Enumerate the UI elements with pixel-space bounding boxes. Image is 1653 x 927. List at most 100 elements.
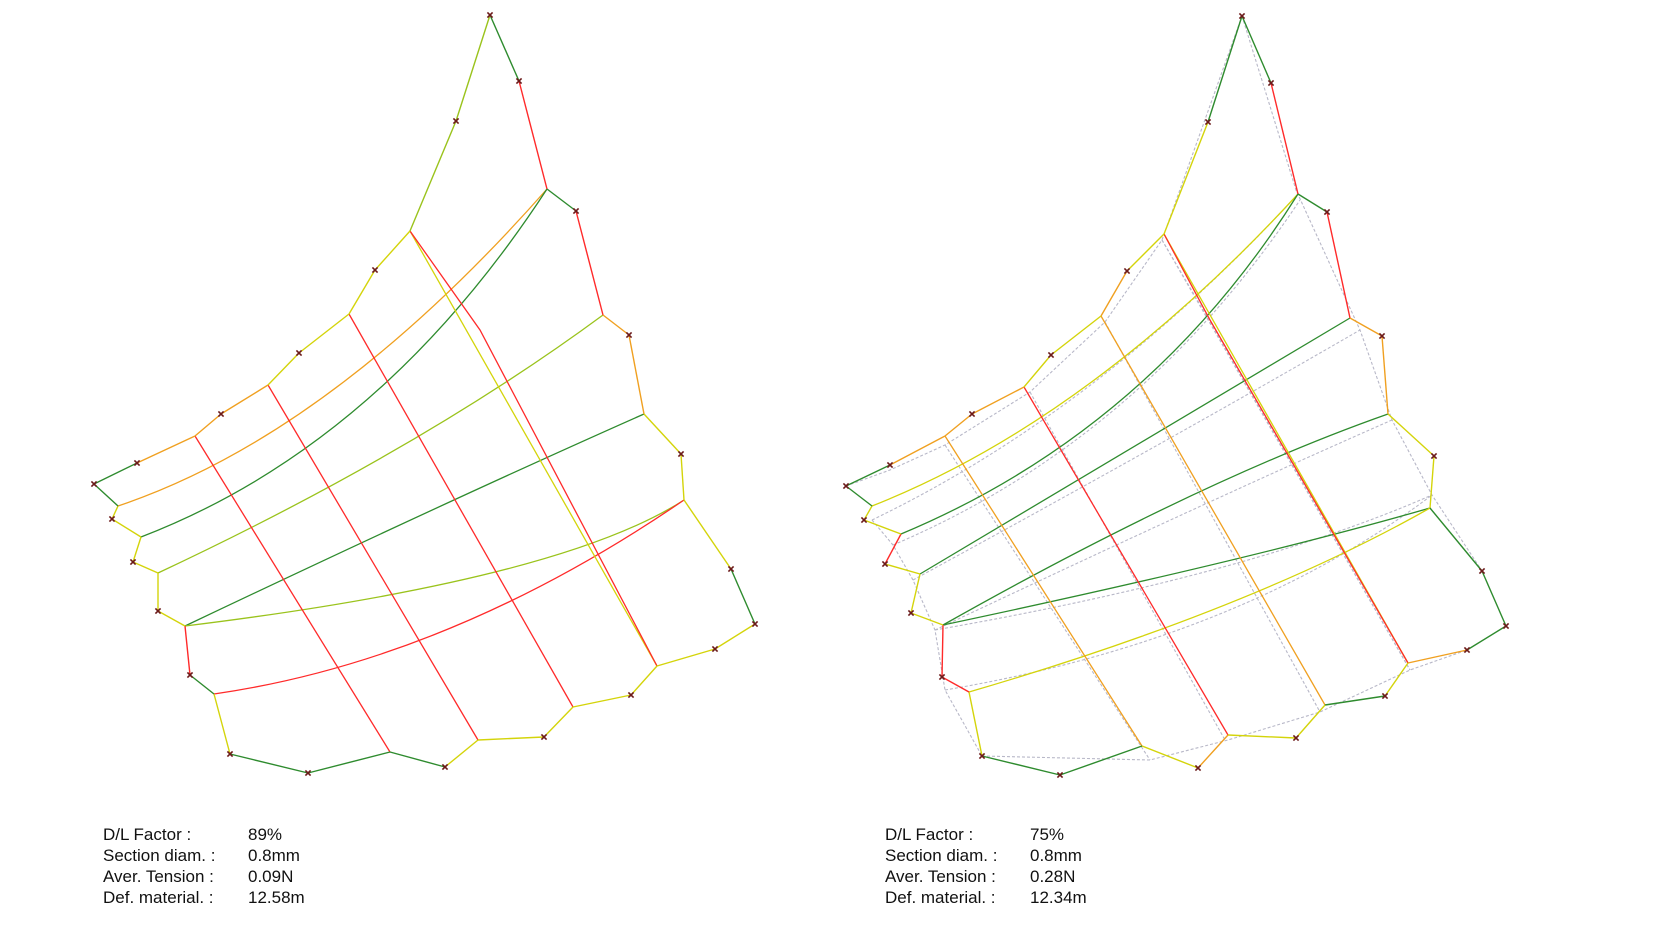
anchor-point-marker xyxy=(1463,646,1471,654)
boundary-cable xyxy=(213,693,231,755)
anchor-point-marker xyxy=(938,673,946,681)
stat-label: Def. material. : xyxy=(103,888,214,907)
boundary-cable xyxy=(1241,15,1272,84)
boundary-cable xyxy=(910,612,944,626)
interior-cable xyxy=(409,230,658,667)
interior-cable xyxy=(919,317,1351,575)
boundary-cable xyxy=(683,499,732,570)
stat-value: 12.58m xyxy=(248,888,305,907)
anchor-point-marker xyxy=(572,207,580,215)
boundary-cable xyxy=(1407,649,1468,664)
anchor-point-marker xyxy=(515,77,523,85)
boundary-cable xyxy=(845,464,891,487)
anchor-point-marker xyxy=(486,11,494,19)
stat-label: D/L Factor : xyxy=(103,825,192,844)
interior-cable xyxy=(267,384,479,741)
boundary-cable xyxy=(1295,704,1326,739)
anchor-point-marker xyxy=(842,482,850,490)
boundary-cable xyxy=(643,413,682,455)
boundary-cable xyxy=(628,334,645,415)
reference-mesh-line xyxy=(1029,391,1226,741)
boundary-cable xyxy=(518,80,548,190)
stats-left: D/L Factor : 89% Section diam. : 0.8mm A… xyxy=(103,824,305,908)
left-panel xyxy=(90,11,759,777)
anchor-point-marker xyxy=(1194,764,1202,772)
stat-value: 0.09N xyxy=(248,867,294,886)
anchor-point-marker xyxy=(217,410,225,418)
boundary-cable xyxy=(93,483,119,507)
boundary-cable xyxy=(455,14,491,122)
interior-cable xyxy=(942,413,1389,626)
boundary-cable xyxy=(602,314,630,336)
boundary-cable xyxy=(1324,695,1386,706)
interior-cable xyxy=(1163,233,1409,664)
anchor-point-marker xyxy=(154,607,162,615)
boundary-cable xyxy=(93,462,138,485)
stat-row-aver-tension: Aver. Tension : 0.28N xyxy=(885,866,1087,887)
boundary-cable xyxy=(267,352,300,386)
anchor-point-marker xyxy=(1047,351,1055,359)
boundary-cable xyxy=(189,674,215,695)
boundary-cable xyxy=(1126,233,1165,272)
stat-row-aver-tension: Aver. Tension : 0.09N xyxy=(103,866,305,887)
boundary-cable xyxy=(845,485,873,507)
boundary-cable xyxy=(1141,745,1199,769)
boundary-cable xyxy=(1023,354,1052,388)
anchor-point-marker xyxy=(304,769,312,777)
boundary-cable xyxy=(971,386,1025,415)
boundary-cable xyxy=(863,519,902,535)
boundary-cable xyxy=(884,533,902,565)
anchor-point-marker xyxy=(1292,734,1300,742)
reference-mesh-line xyxy=(934,494,1433,631)
boundary-cable xyxy=(1387,413,1435,457)
boundary-cable xyxy=(444,739,479,768)
stat-row-dl-factor: D/L Factor : 75% xyxy=(885,824,1087,845)
anchor-point-marker xyxy=(751,620,759,628)
anchor-point-marker xyxy=(133,459,141,467)
boundary-cable xyxy=(477,736,545,741)
interior-cable xyxy=(184,413,645,627)
reference-mesh-line xyxy=(912,329,1361,581)
boundary-cable xyxy=(546,188,577,212)
stat-label: Section diam. : xyxy=(103,846,216,865)
reference-mesh-line xyxy=(934,419,1393,631)
interior-cable xyxy=(944,435,1143,747)
boundary-cable xyxy=(968,691,983,757)
boundary-cable xyxy=(884,563,921,575)
reference-mesh-line xyxy=(1104,321,1321,713)
boundary-cable xyxy=(111,505,119,520)
anchor-point-marker xyxy=(886,461,894,469)
interior-cable xyxy=(409,230,658,667)
interior-cable xyxy=(157,314,604,574)
interior-cable xyxy=(140,188,548,538)
reference-mesh-line xyxy=(871,519,983,757)
anchor-point-marker xyxy=(860,516,868,524)
stat-value: 0.28N xyxy=(1030,867,1076,886)
anchor-point-marker xyxy=(226,750,234,758)
boundary-cable xyxy=(220,384,269,415)
interior-cable xyxy=(900,193,1299,535)
boundary-cable xyxy=(680,453,685,501)
boundary-cable xyxy=(157,610,186,627)
boundary-cable xyxy=(889,435,946,466)
boundary-cable xyxy=(1297,193,1328,213)
anchor-point-marker xyxy=(677,450,685,458)
boundary-cable xyxy=(1270,82,1299,195)
boundary-cable xyxy=(1059,745,1143,776)
boundary-cable xyxy=(1207,15,1243,123)
anchor-point-marker xyxy=(452,117,460,125)
boundary-cable xyxy=(1349,317,1383,337)
stat-row-def-material: Def. material. : 12.58m xyxy=(103,887,305,908)
interior-cable xyxy=(1023,386,1229,736)
anchor-point-marker xyxy=(1378,332,1386,340)
boundary-cable xyxy=(1466,625,1507,651)
boundary-cable xyxy=(572,694,632,708)
boundary-cable xyxy=(543,706,574,738)
boundary-cable xyxy=(348,269,376,315)
anchor-point-marker xyxy=(1502,622,1510,630)
boundary-cable xyxy=(941,676,970,693)
boundary-cable xyxy=(1197,734,1229,769)
interior-cable xyxy=(117,188,548,507)
reference-mesh-line xyxy=(892,199,1301,546)
reference-mesh-line xyxy=(1241,15,1483,572)
